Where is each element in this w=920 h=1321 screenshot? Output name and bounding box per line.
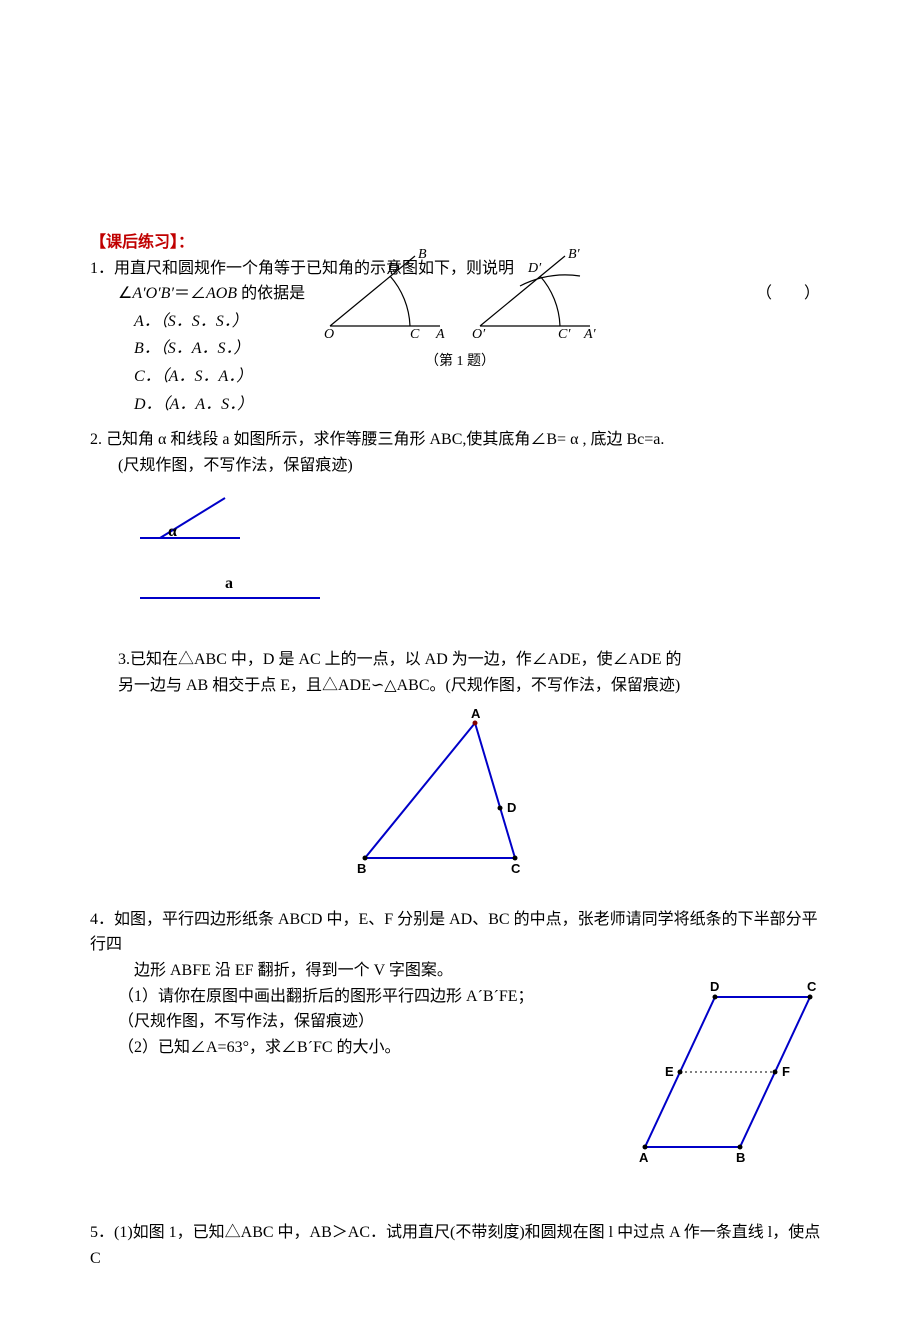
q2-note: (尺规作图，不写作法，保留痕迹)	[90, 453, 830, 479]
q2-svg: α a	[130, 488, 330, 608]
q3-stem-2: 另一边与 AB 相交于点 E，且△ADE∽△ABC。(尺规作图，不写作法，保留痕…	[90, 673, 830, 699]
q3-figure: A B C D	[335, 708, 585, 887]
q1-angle-prefix: ∠	[118, 285, 132, 302]
q1-option-d: D．（A．A．S．）	[90, 392, 830, 418]
q4-svg: D C E F A B	[635, 977, 830, 1167]
question-3: 3.已知在△ABC 中，D 是 AC 上的一点，以 AD 为一边，作∠ADE，使…	[90, 647, 830, 887]
q5-stem: 5．(1)如图 1，已知△ABC 中，AB＞AC．试用直尺(不带刻度)和圆规在图…	[90, 1220, 830, 1271]
q1-label-Dp: D′	[527, 261, 542, 276]
question-2: 2. 己知角 α 和线段 a 如图所示，求作等腰三角形 ABC,使其底角∠B= …	[90, 427, 830, 617]
q4-label-B: B	[736, 1150, 745, 1165]
q4-label-A: A	[639, 1150, 649, 1165]
q3-svg: A B C D	[335, 708, 585, 878]
q3-stem-1: 3.已知在△ABC 中，D 是 AC 上的一点，以 AD 为一边，作∠ADE，使…	[90, 647, 830, 673]
q3-label-A: A	[471, 708, 481, 721]
q4-stem-1: 4．如图，平行四边形纸条 ABCD 中，E、F 分别是 AD、BC 的中点，张老…	[90, 907, 830, 958]
q1-label-Bp: B′	[568, 247, 581, 262]
question-1: 1．用直尺和圆规作一个角等于已知角的示意图如下，则说明 ∠A′O′B′＝∠AOB…	[90, 256, 830, 418]
q4-label-D: D	[710, 979, 719, 994]
q4-label-E: E	[665, 1064, 674, 1079]
q1-svg: O A B C D O′ A′ B′ C′ D′	[320, 246, 600, 341]
q4-figure: D C E F A B	[635, 977, 830, 1176]
q2-figure: α a	[130, 488, 830, 617]
q4-label-F: F	[782, 1064, 790, 1079]
q1-var1: A′O′B′	[132, 285, 174, 302]
q1-label-C: C	[410, 327, 420, 341]
q1-answer-paren: （ ）	[756, 281, 820, 307]
q1-label-A: A	[435, 327, 445, 341]
q1-label-B: B	[418, 247, 427, 262]
q1-label-Ap: A′	[583, 327, 597, 341]
q1-label-Cp: C′	[558, 327, 571, 341]
q1-fig-caption: （第 1 题）	[320, 351, 600, 373]
q1-label-D: D	[387, 261, 398, 276]
q3-label-D: D	[507, 800, 516, 815]
q2-alpha-label: α	[168, 523, 177, 540]
q1-mid: ＝∠	[174, 285, 206, 302]
q2-a-label: a	[225, 575, 233, 592]
q2-stem: 2. 己知角 α 和线段 a 如图所示，求作等腰三角形 ABC,使其底角∠B= …	[90, 427, 830, 453]
q1-var2: AOB	[206, 285, 237, 302]
q1-label-Op: O′	[472, 327, 486, 341]
q1-label-O: O	[324, 327, 334, 341]
question-5: 5．(1)如图 1，已知△ABC 中，AB＞AC．试用直尺(不带刻度)和圆规在图…	[90, 1220, 830, 1271]
q4-label-C: C	[807, 979, 817, 994]
q3-label-B: B	[357, 861, 366, 876]
q1-post: 的依据是	[237, 285, 305, 302]
q1-figure: O A B C D O′ A′ B′ C′ D′ （第 1 题）	[320, 246, 600, 374]
q3-label-C: C	[511, 861, 521, 876]
question-4: 4．如图，平行四边形纸条 ABCD 中，E、F 分别是 AD、BC 的中点，张老…	[90, 907, 830, 1211]
